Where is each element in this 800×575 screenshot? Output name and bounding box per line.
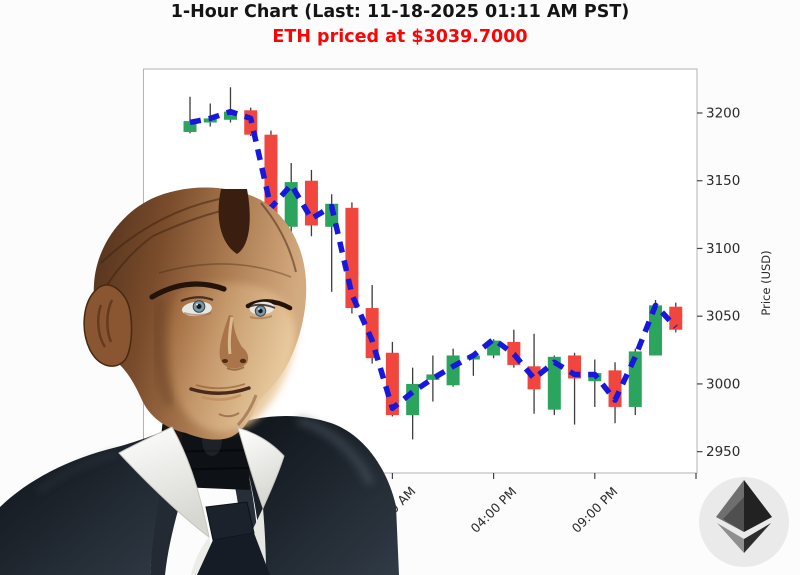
y-tick-label: 3000	[706, 376, 740, 392]
robot-face	[149, 281, 293, 427]
candle-up	[426, 374, 440, 380]
y-tick-label: 2950	[706, 444, 740, 460]
robot-shirt-collar	[118, 426, 285, 575]
candle-up	[223, 111, 237, 120]
y-tick-label: 3200	[706, 106, 740, 122]
candle-down	[385, 352, 399, 416]
y-tick-label: 3100	[706, 241, 740, 257]
candle-up	[649, 305, 663, 356]
candle-down	[365, 308, 379, 359]
candle-up	[547, 356, 561, 410]
chart-title: 1-Hour Chart (Last: 11-18-2025 01:11 AM …	[170, 2, 630, 22]
candle-down	[669, 306, 683, 330]
y-tick-label: 3050	[706, 309, 740, 325]
price-subtitle: ETH priced at $3039.7000	[272, 27, 528, 47]
y-tick-label: 3150	[706, 173, 740, 189]
candle-up	[183, 121, 197, 132]
y-axis-title: Price (USD)	[759, 250, 773, 315]
